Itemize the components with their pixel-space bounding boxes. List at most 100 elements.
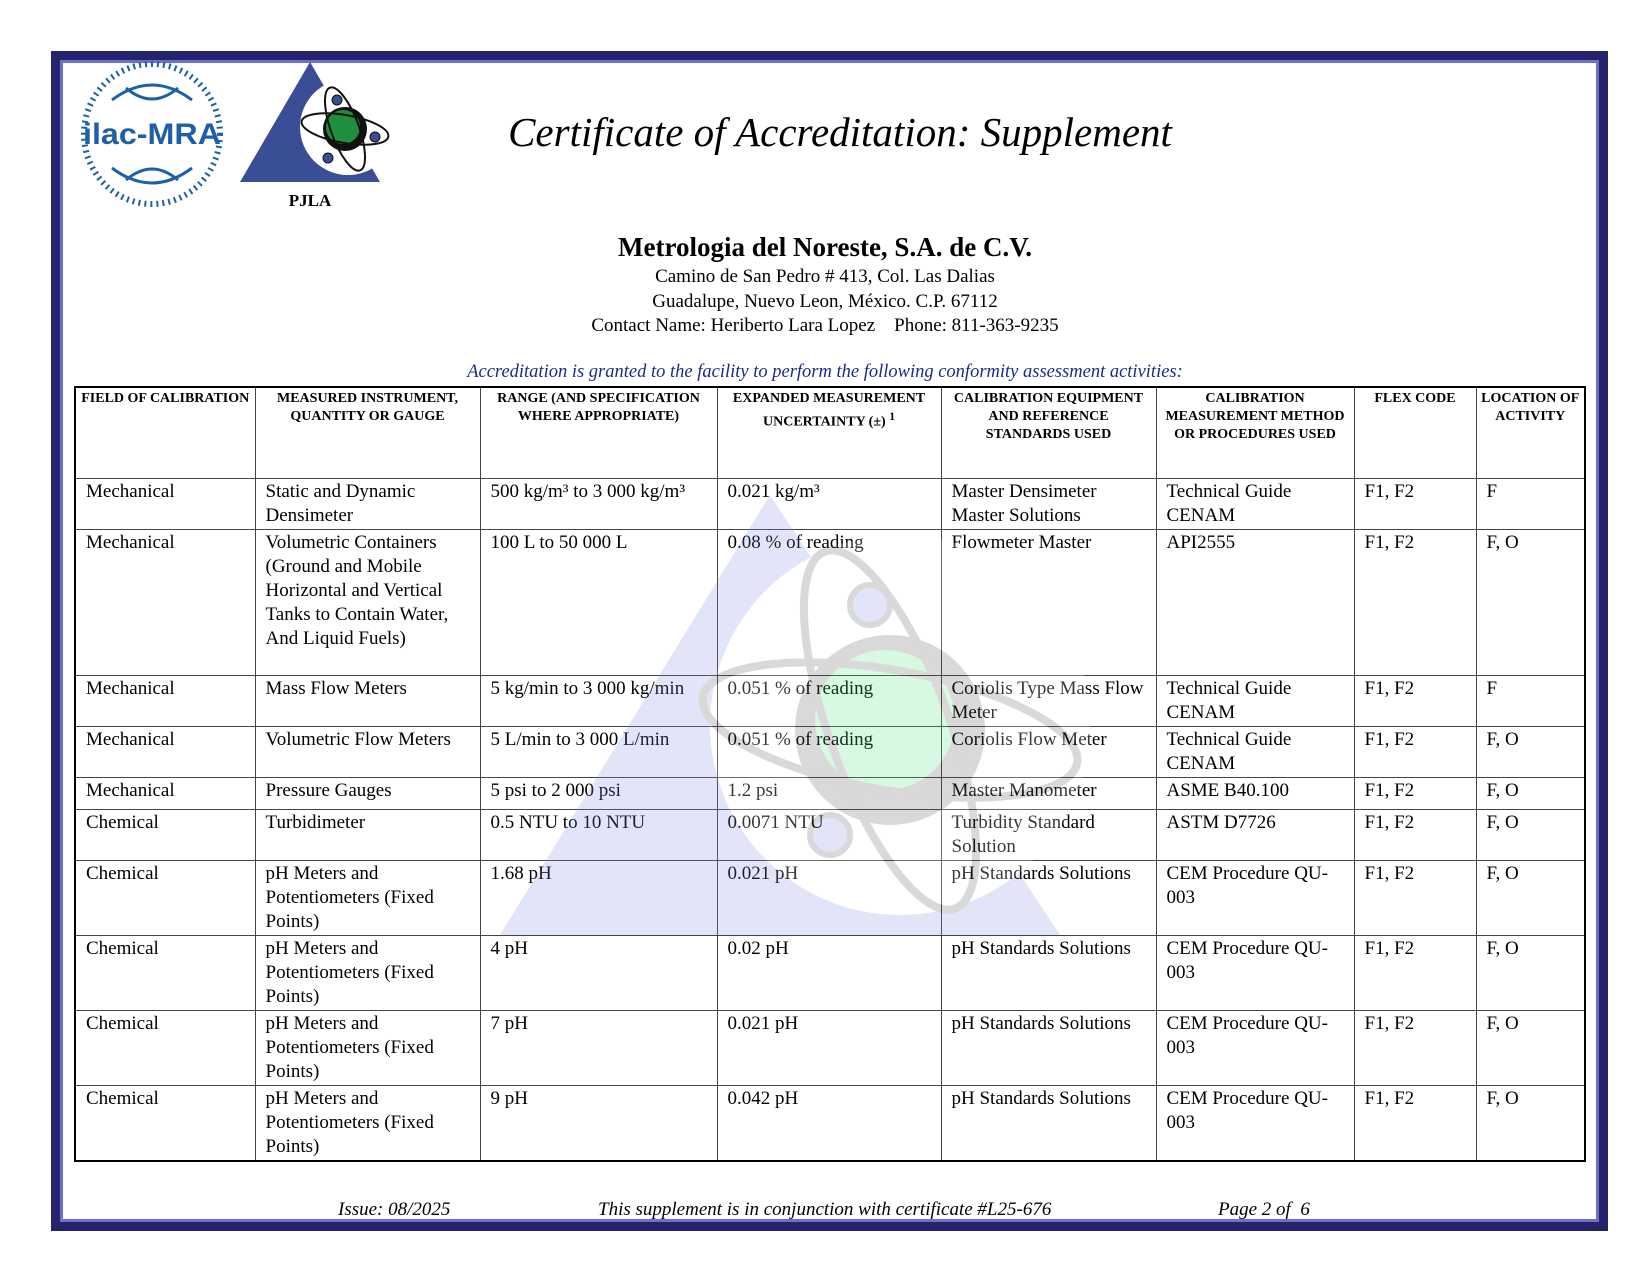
cell-location: F, O [1475, 726, 1586, 778]
cell-range: 4 pH [479, 935, 718, 1011]
cell-instrument: pH Meters and Potentiometers (Fixed Poin… [254, 1085, 481, 1162]
cell-equipment: pH Standards Solutions [940, 1010, 1157, 1086]
scope-table: FIELD OF CALIBRATION MEASURED INSTRUMENT,… [74, 386, 1586, 1162]
cell-method: CEM Procedure QU-003 [1155, 860, 1355, 936]
cell-instrument: Pressure Gauges [254, 777, 481, 810]
cell-uncertainty: 0.042 pH [716, 1085, 942, 1162]
footer-certificate-note: This supplement is in conjunction with c… [598, 1199, 1052, 1220]
table-row: Mechanical Mass Flow Meters 5 kg/min to 3 … [74, 675, 1586, 727]
cell-flex-code: F1, F2 [1353, 675, 1477, 727]
cell-location: F, O [1475, 529, 1586, 676]
column-header: CALIBRATION EQUIPMENT AND REFERENCE STAN… [940, 386, 1157, 479]
cell-field: Mechanical [74, 726, 256, 778]
footer-issue: Issue: 08/2025 [338, 1199, 451, 1220]
table-row: Chemical pH Meters and Potentiometers (Fi… [74, 1010, 1586, 1086]
accreditation-intro: Accreditation is granted to the facility… [467, 362, 1183, 382]
cell-instrument: Volumetric Containers (Ground and Mobile… [254, 529, 481, 676]
cell-location: F [1475, 675, 1586, 727]
cell-method: API2555 [1155, 529, 1355, 676]
cell-field: Mechanical [74, 675, 256, 727]
cell-equipment: Coriolis Type Mass Flow Meter [940, 675, 1157, 727]
column-header: FIELD OF CALIBRATION [74, 386, 256, 479]
column-header: MEASURED INSTRUMENT, QUANTITY OR GAUGE [254, 386, 481, 479]
cell-range: 500 kg/m³ to 3 000 kg/m³ [479, 478, 718, 530]
cell-flex-code: F1, F2 [1353, 1085, 1477, 1162]
cell-method: ASME B40.100 [1155, 777, 1355, 810]
table-row: Chemical pH Meters and Potentiometers (Fi… [74, 860, 1586, 936]
cell-method: Technical Guide CENAM [1155, 478, 1355, 530]
cell-uncertainty: 0.0071 NTU [716, 809, 942, 861]
cell-location: F, O [1475, 935, 1586, 1011]
cell-equipment: pH Standards Solutions [940, 935, 1157, 1011]
cell-location: F, O [1475, 860, 1586, 936]
cell-field: Mechanical [74, 478, 256, 530]
contact-line: Contact Name: Heriberto Lara Lopez Phone… [591, 315, 1059, 336]
cell-location: F [1475, 478, 1586, 530]
cell-method: Technical Guide CENAM [1155, 675, 1355, 727]
cell-uncertainty: 1.2 psi [716, 777, 942, 810]
cell-instrument: Static and Dynamic Densimeter [254, 478, 481, 530]
cell-location: F, O [1475, 1085, 1586, 1162]
footer-page-number: Page 2 of 6 [1218, 1199, 1310, 1220]
address-line-1: Camino de San Pedro # 413, Col. Las Dali… [655, 266, 995, 287]
cell-method: CEM Procedure QU-003 [1155, 935, 1355, 1011]
svg-text:ilac-MRA: ilac-MRA [83, 118, 221, 151]
cell-range: 9 pH [479, 1085, 718, 1162]
cell-field: Mechanical [74, 777, 256, 810]
cell-method: CEM Procedure QU-003 [1155, 1010, 1355, 1086]
cell-uncertainty: 0.02 pH [716, 935, 942, 1011]
column-header: FLEX CODE [1353, 386, 1477, 479]
cell-uncertainty: 0.08 % of reading [716, 529, 942, 676]
page-title: Certificate of Accreditation: Supplement [508, 109, 1172, 155]
cell-flex-code: F1, F2 [1353, 777, 1477, 810]
cell-flex-code: F1, F2 [1353, 726, 1477, 778]
cell-uncertainty: 0.021 pH [716, 860, 942, 936]
table-row: Mechanical Pressure Gauges 5 psi to 2 000 … [74, 777, 1586, 810]
cell-instrument: pH Meters and Potentiometers (Fixed Poin… [254, 1010, 481, 1086]
column-header: CALIBRATION MEASUREMENT METHOD OR PROCED… [1155, 386, 1355, 479]
column-header: EXPANDED MEASUREMENT UNCERTAINTY (±) 1 [716, 386, 942, 479]
cell-uncertainty: 0.021 pH [716, 1010, 942, 1086]
address-line-2: Guadalupe, Nuevo Leon, México. C.P. 6711… [652, 291, 998, 312]
table-row: Chemical Turbidimeter 0.5 NTU to 10 NTU 0.0… [74, 809, 1586, 861]
cell-uncertainty: 0.021 kg/m³ [716, 478, 942, 530]
cell-flex-code: F1, F2 [1353, 860, 1477, 936]
cell-range: 5 L/min to 3 000 L/min [479, 726, 718, 778]
cell-method: Technical Guide CENAM [1155, 726, 1355, 778]
cell-range: 5 kg/min to 3 000 kg/min [479, 675, 718, 727]
cell-location: F, O [1475, 777, 1586, 810]
cell-location: F, O [1475, 1010, 1586, 1086]
cell-equipment: Flowmeter Master [940, 529, 1157, 676]
table-row: Chemical pH Meters and Potentiometers (Fi… [74, 935, 1586, 1011]
cell-uncertainty: 0.051 % of reading [716, 726, 942, 778]
cell-flex-code: F1, F2 [1353, 935, 1477, 1011]
column-header: LOCATION OF ACTIVITY [1475, 386, 1586, 479]
cell-location: F, O [1475, 809, 1586, 861]
cell-range: 100 L to 50 000 L [479, 529, 718, 676]
cell-uncertainty: 0.051 % of reading [716, 675, 942, 727]
cell-range: 0.5 NTU to 10 NTU [479, 809, 718, 861]
table-row: Mechanical Volumetric Containers (Ground … [74, 529, 1586, 676]
ilac-mra-logo: ilac-MRA [81, 61, 223, 207]
cell-field: Chemical [74, 860, 256, 936]
svg-text:PJLA: PJLA [289, 191, 332, 210]
column-header: RANGE (AND SPECIFICATION WHERE APPROPRIA… [479, 386, 718, 479]
cell-method: ASTM D7726 [1155, 809, 1355, 861]
cell-instrument: Turbidimeter [254, 809, 481, 861]
cell-field: Chemical [74, 809, 256, 861]
cell-equipment: pH Standards Solutions [940, 860, 1157, 936]
cell-equipment: Turbidity Standard Solution [940, 809, 1157, 861]
cell-range: 7 pH [479, 1010, 718, 1086]
cell-flex-code: F1, F2 [1353, 529, 1477, 676]
table-row: Mechanical Static and Dynamic Densimeter 5… [74, 478, 1586, 530]
cell-field: Chemical [74, 935, 256, 1011]
cell-instrument: Mass Flow Meters [254, 675, 481, 727]
cell-equipment: Master Densimeter Master Solutions [940, 478, 1157, 530]
cell-field: Mechanical [74, 529, 256, 676]
pjla-logo: PJLA [240, 62, 395, 210]
page-border [51, 51, 1608, 1231]
cell-flex-code: F1, F2 [1353, 478, 1477, 530]
cell-instrument: pH Meters and Potentiometers (Fixed Poin… [254, 935, 481, 1011]
table-row: Mechanical Volumetric Flow Meters 5 L/min … [74, 726, 1586, 778]
cell-instrument: pH Meters and Potentiometers (Fixed Poin… [254, 860, 481, 936]
